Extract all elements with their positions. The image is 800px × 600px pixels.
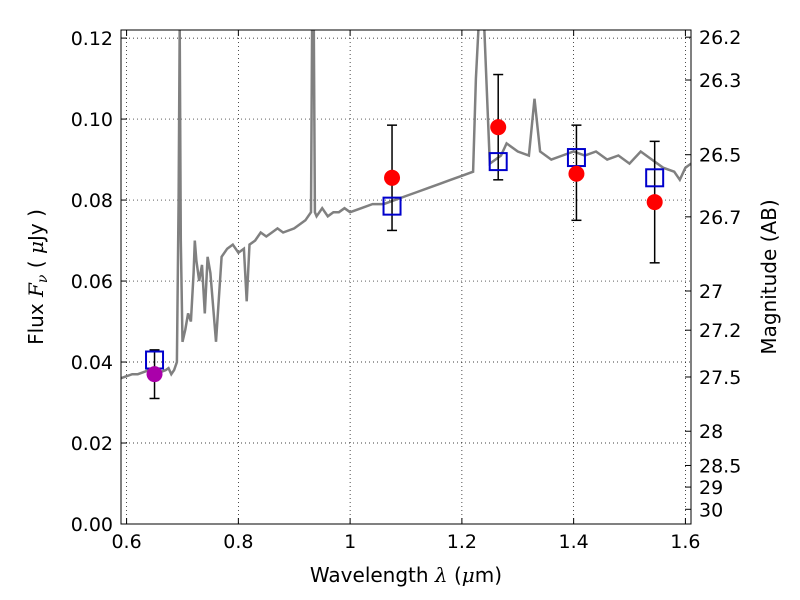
mag-tick-label: 28.5 xyxy=(699,455,741,477)
x-axis-label: Wavelength λ (μm) xyxy=(310,563,502,587)
y-tick-label: 0.08 xyxy=(71,190,113,212)
mag-tick-label: 30 xyxy=(699,499,723,521)
x-tick-label: 1.6 xyxy=(670,531,700,553)
x-tick-label: 1.4 xyxy=(559,531,589,553)
mag-tick-label: 29 xyxy=(699,477,723,499)
model-photometry-square xyxy=(382,196,402,216)
optical-data-point xyxy=(146,366,163,383)
y-tick-label: 0.00 xyxy=(71,514,113,536)
mag-tick-label: 26.2 xyxy=(699,27,741,49)
mag-tick-label: 28 xyxy=(699,421,723,443)
model-photometry-square xyxy=(645,168,665,188)
x-tick-label: 0.8 xyxy=(223,531,253,553)
mag-tick-label: 26.5 xyxy=(699,145,741,167)
mag-tick-label: 27.5 xyxy=(699,367,741,389)
observed-data-point xyxy=(490,119,507,136)
x-tick-label: 0.6 xyxy=(111,531,141,553)
model-photometry-square xyxy=(488,152,508,172)
observed-data-point xyxy=(384,169,401,186)
y-tick-label: 0.06 xyxy=(71,271,113,293)
y-tick-label: 0.04 xyxy=(71,352,113,374)
observed-data-point xyxy=(568,165,585,182)
y-tick-label: 0.12 xyxy=(71,28,113,50)
ticks: 0.6 0.8 1 1.2 1.4 1.6 0.00 0.02 0.04 0.06 0.08 0.10… xyxy=(71,27,742,553)
model-spectrum-line xyxy=(121,30,691,380)
x-tick-label: 1 xyxy=(344,531,356,553)
y-tick-label: 0.10 xyxy=(71,109,113,131)
series xyxy=(121,30,691,400)
y-axis-label: Flux Fν ( μJy ) xyxy=(24,209,51,345)
y-tick-label: 0.02 xyxy=(71,433,113,455)
mag-tick-label: 26.7 xyxy=(699,207,741,229)
observed-data-point xyxy=(646,194,663,211)
mag-tick-label: 27 xyxy=(699,281,723,303)
plot-frame xyxy=(120,29,692,525)
mag-tick-label: 27.2 xyxy=(699,320,741,342)
right-axis-label: Magnitude (AB) xyxy=(757,199,781,354)
x-tick-label: 1.2 xyxy=(447,531,477,553)
mag-tick-label: 26.3 xyxy=(699,70,741,92)
